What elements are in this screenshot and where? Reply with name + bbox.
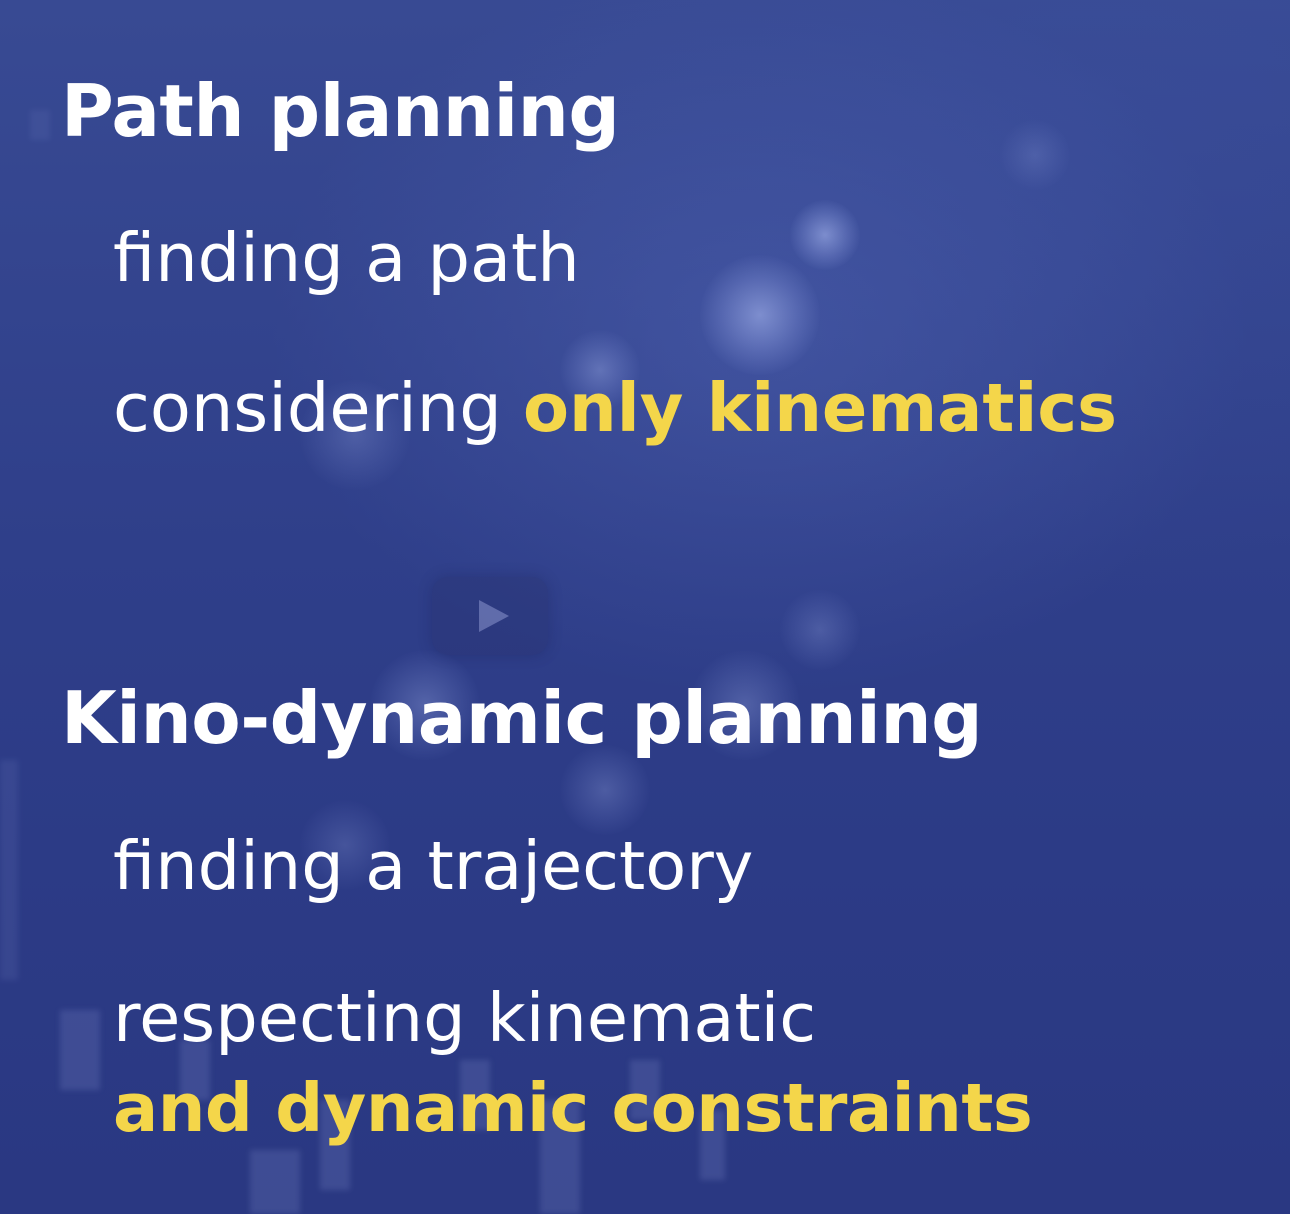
play-button[interactable] — [432, 577, 548, 655]
kino-dynamic-line-1: finding a trajectory — [113, 827, 754, 905]
kino-dynamic-planning-title: Kino-dynamic planning — [61, 676, 983, 760]
path-planning-title: Path planning — [61, 69, 620, 153]
play-icon — [479, 600, 509, 632]
path-planning-line-2-prefix: considering — [113, 369, 524, 447]
kino-dynamic-line-2: respecting kinematic — [113, 979, 817, 1057]
highlight-dynamic-constraints: and dynamic constraints — [113, 1069, 1033, 1147]
path-planning-line-2: considering only kinematics — [113, 375, 1117, 442]
highlight-only-kinematics: only kinematics — [523, 369, 1117, 447]
path-planning-line-1: finding a path — [113, 219, 580, 297]
